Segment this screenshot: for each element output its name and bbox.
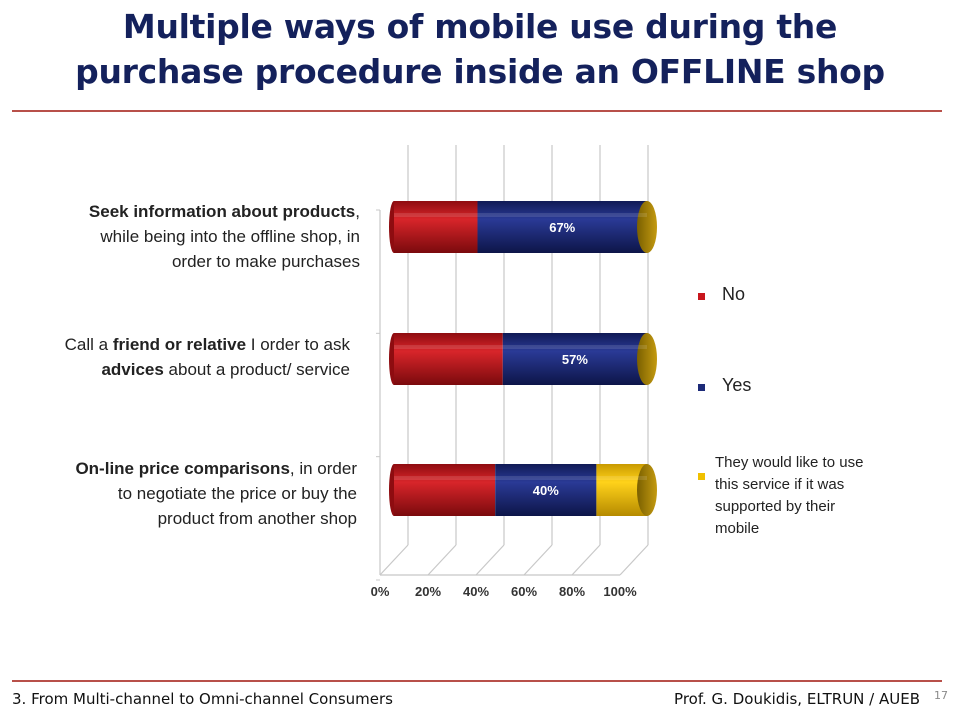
- bar-end-cap: [637, 464, 657, 516]
- gridline-floor: [523, 544, 553, 576]
- bar-end-cap: [637, 333, 657, 385]
- bar-segment-no: [394, 464, 496, 516]
- legend-label-yes: Yes: [722, 375, 752, 395]
- legend-label-would-like-line-3: supported by their: [715, 498, 836, 515]
- x-tick-label: 80%: [559, 584, 585, 599]
- data-label: 57%: [562, 352, 588, 367]
- legend-label-would-like-line-4: mobile: [715, 520, 760, 537]
- bar-segment-no: [394, 201, 478, 253]
- legend-swatch-no: [698, 293, 705, 300]
- x-tick-label: 0%: [371, 584, 390, 599]
- bar-segment-yes: [502, 333, 647, 385]
- category-label-3-line-3: product from another shop: [157, 509, 357, 528]
- footer-section-title: 3. From Multi-channel to Omni-channel Co…: [12, 690, 393, 708]
- footer-divider: [12, 680, 942, 682]
- stacked-bar-chart: 67% 57% 40% 0% 20% 40% 60% 80% 100%: [371, 145, 657, 599]
- category-label-1-line-3: order to make purchases: [171, 252, 360, 271]
- legend-swatch-would-like: [698, 473, 705, 480]
- legend-label-would-like: They would like to use this service if i…: [715, 452, 863, 540]
- footer-author: Prof. G. Doukidis, ELTRUN / AUEB: [674, 690, 920, 708]
- legend-label-would-like-line-2: this service if it was: [715, 476, 845, 493]
- bar-segment-no: [394, 333, 503, 385]
- data-label: 67%: [549, 220, 575, 235]
- legend-label-would-like-line-1: They would like to use: [715, 454, 864, 471]
- bar-end-cap: [637, 201, 657, 253]
- gridline-floor: [475, 544, 505, 576]
- x-tick-label: 100%: [603, 584, 637, 599]
- x-tick-label: 20%: [415, 584, 441, 599]
- bar-segment-yes: [495, 464, 597, 516]
- bar-segment-yes: [477, 201, 647, 253]
- gridline-floor: [379, 544, 409, 576]
- slide-title-line-2: purchase procedure inside an OFFLINE sho…: [75, 52, 885, 91]
- x-tick-label: 60%: [511, 584, 537, 599]
- legend-swatch-yes: [698, 384, 705, 391]
- category-label-2-line-2: advices about a product/ service: [101, 360, 350, 379]
- category-label-3-line-1: On-line price comparisons, in order: [75, 459, 357, 478]
- gridline-floor: [427, 544, 457, 576]
- legend-label-no: No: [722, 284, 746, 304]
- category-label-2-line-1: Call a friend or relative I order to ask: [64, 335, 350, 354]
- page-number: 17: [934, 689, 948, 702]
- slide-title-line-1: Multiple ways of mobile use during the: [122, 7, 838, 46]
- category-label-1-line-1: Seek information about products,: [88, 202, 360, 221]
- category-label-1-line-2: while being into the offline shop, in: [100, 227, 360, 246]
- gridline-floor: [619, 544, 649, 576]
- slide-title: Multiple ways of mobile use during the p…: [0, 4, 960, 94]
- title-divider: [12, 110, 942, 112]
- category-label-3-line-2: to negotiate the price or buy the: [117, 484, 357, 503]
- category-label-1: Seek information about products, while b…: [89, 199, 360, 274]
- category-label-2: Call a friend or relative I order to ask…: [65, 332, 350, 382]
- data-label: 40%: [533, 483, 559, 498]
- x-tick-label: 40%: [463, 584, 489, 599]
- category-label-3: On-line price comparisons, in order to n…: [75, 456, 357, 531]
- gridline-floor: [571, 544, 601, 576]
